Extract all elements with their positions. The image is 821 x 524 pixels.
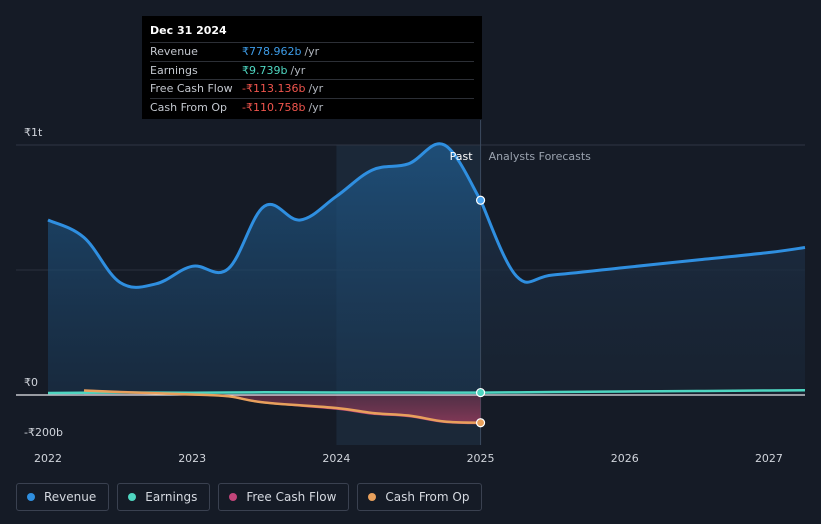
tooltip-unit: /yr <box>304 45 320 59</box>
legend-cash-from-op[interactable]: Cash From Op <box>357 483 483 511</box>
tooltip-row-cash-from-op: Cash From Op -₹110.758b /yr <box>150 97 474 117</box>
earnings-marker <box>475 387 486 398</box>
x-tick-label: 2023 <box>178 452 206 465</box>
tooltip-unit: /yr <box>290 63 306 77</box>
tooltip-unit: /yr <box>308 82 324 96</box>
past-label: Past <box>450 150 474 163</box>
legend-label: Cash From Op <box>385 490 470 504</box>
revenue-forecast-area <box>480 200 805 395</box>
data-tooltip: Dec 31 2024 Revenue ₹778.962b /yr Earnin… <box>142 16 482 119</box>
legend-dot-icon <box>368 493 377 501</box>
tooltip-unit: /yr <box>308 100 324 114</box>
tooltip-label: Free Cash Flow <box>150 82 233 96</box>
tooltip-row-free-cash-flow: Free Cash Flow -₹113.136b /yr <box>150 79 474 98</box>
revenue-marker <box>475 195 486 205</box>
legend-label: Free Cash Flow <box>246 490 337 504</box>
tooltip-row-revenue: Revenue ₹778.962b /yr <box>150 42 474 61</box>
x-tick-label: 2022 <box>34 452 62 465</box>
tooltip-label: Earnings <box>150 63 198 77</box>
revenue-past-line <box>47 142 482 289</box>
x-tick-label: 2024 <box>322 452 350 465</box>
tooltip-value: -₹110.758b <box>242 100 306 114</box>
tooltip-value: ₹9.739b <box>242 63 288 77</box>
legend-earnings[interactable]: Earnings <box>117 483 211 511</box>
x-tick-label: 2027 <box>755 452 783 465</box>
tooltip-row-earnings: Earnings ₹9.739b /yr <box>150 60 474 80</box>
chart-legend: Revenue Earnings Free Cash Flow Cash Fro… <box>16 483 483 511</box>
y-tick-label: ₹1t <box>24 126 43 139</box>
legend-label: Earnings <box>145 490 198 504</box>
cash-from-op-marker <box>475 418 486 428</box>
tooltip-date: Dec 31 2024 <box>150 24 227 37</box>
earnings-line <box>47 389 806 395</box>
cash-from-op-line <box>83 389 481 425</box>
legend-dot-icon <box>229 493 238 501</box>
revenue-forecast-line <box>479 199 806 284</box>
tooltip-label: Cash From Op <box>150 100 228 114</box>
tooltip-value: -₹113.136b <box>242 82 306 96</box>
x-tick-label: 2025 <box>467 452 495 465</box>
legend-revenue[interactable]: Revenue <box>16 483 110 511</box>
x-tick-label: 2026 <box>611 452 639 465</box>
legend-dot-icon <box>27 493 35 501</box>
legend-free-cash-flow[interactable]: Free Cash Flow <box>218 483 350 511</box>
legend-dot-icon <box>128 493 137 501</box>
y-tick-label: ₹0 <box>24 376 38 389</box>
revenue-past-area <box>48 143 481 395</box>
legend-label: Revenue <box>44 490 97 504</box>
free-cash-flow-area <box>84 390 481 424</box>
tooltip-label: Revenue <box>150 45 198 59</box>
forecast-label: Analysts Forecasts <box>489 150 592 163</box>
y-tick-label: -₹200b <box>24 426 63 439</box>
tooltip-value: ₹778.962b <box>242 45 302 59</box>
